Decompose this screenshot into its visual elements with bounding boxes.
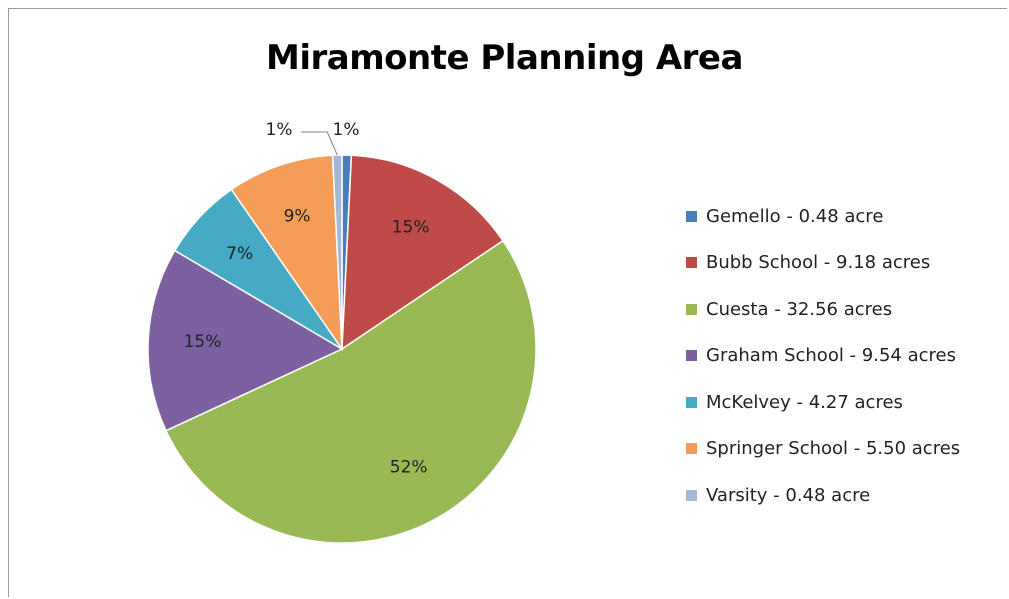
- chart-title: Miramonte Planning Area: [266, 38, 743, 78]
- data-label-4: 7%: [226, 244, 253, 264]
- legend-swatch: [686, 303, 697, 315]
- pie-slice-3: [147, 249, 344, 432]
- legend-item-1: Bubb School - 9.18 acres: [686, 240, 1001, 287]
- pie-slice-1: [341, 154, 505, 351]
- legend-item-4: McKelvey - 4.27 acres: [686, 379, 1001, 426]
- data-label-1: 15%: [392, 217, 430, 237]
- legend-label: McKelvey - 4.27 acres: [706, 391, 903, 413]
- leader-line-6: [301, 131, 338, 156]
- pie-slice-5: [230, 154, 343, 352]
- legend-item-6: Varsity - 0.48 acre: [686, 472, 1001, 519]
- legend-label: Varsity - 0.48 acre: [706, 484, 871, 506]
- legend-swatch: [686, 396, 697, 408]
- data-label-6: 1%: [266, 120, 293, 140]
- legend-swatch: [686, 210, 697, 222]
- legend-item-2: Cuesta - 32.56 acres: [686, 286, 1001, 333]
- legend-swatch: [686, 443, 697, 455]
- chart-legend: Gemello - 0.48 acre Bubb School - 9.18 ac…: [686, 193, 1001, 519]
- legend-item-0: Gemello - 0.48 acre: [686, 193, 1001, 240]
- legend-label: Cuesta - 32.56 acres: [706, 298, 893, 320]
- legend-swatch: [686, 257, 697, 269]
- pie-slice-2: [165, 239, 537, 544]
- legend-swatch: [686, 350, 697, 362]
- data-label-0: 1%: [333, 120, 360, 140]
- data-label-3: 15%: [184, 332, 222, 352]
- data-label-5: 9%: [284, 207, 311, 227]
- data-label-2: 52%: [390, 457, 428, 477]
- legend-swatch: [686, 489, 697, 501]
- legend-label: Gemello - 0.48 acre: [706, 205, 884, 227]
- legend-label: Springer School - 5.50 acres: [706, 438, 961, 460]
- legend-item-3: Graham School - 9.54 acres: [686, 333, 1001, 380]
- legend-label: Graham School - 9.54 acres: [706, 345, 956, 367]
- legend-label: Bubb School - 9.18 acres: [706, 252, 931, 274]
- legend-item-5: Springer School - 5.50 acres: [686, 426, 1001, 473]
